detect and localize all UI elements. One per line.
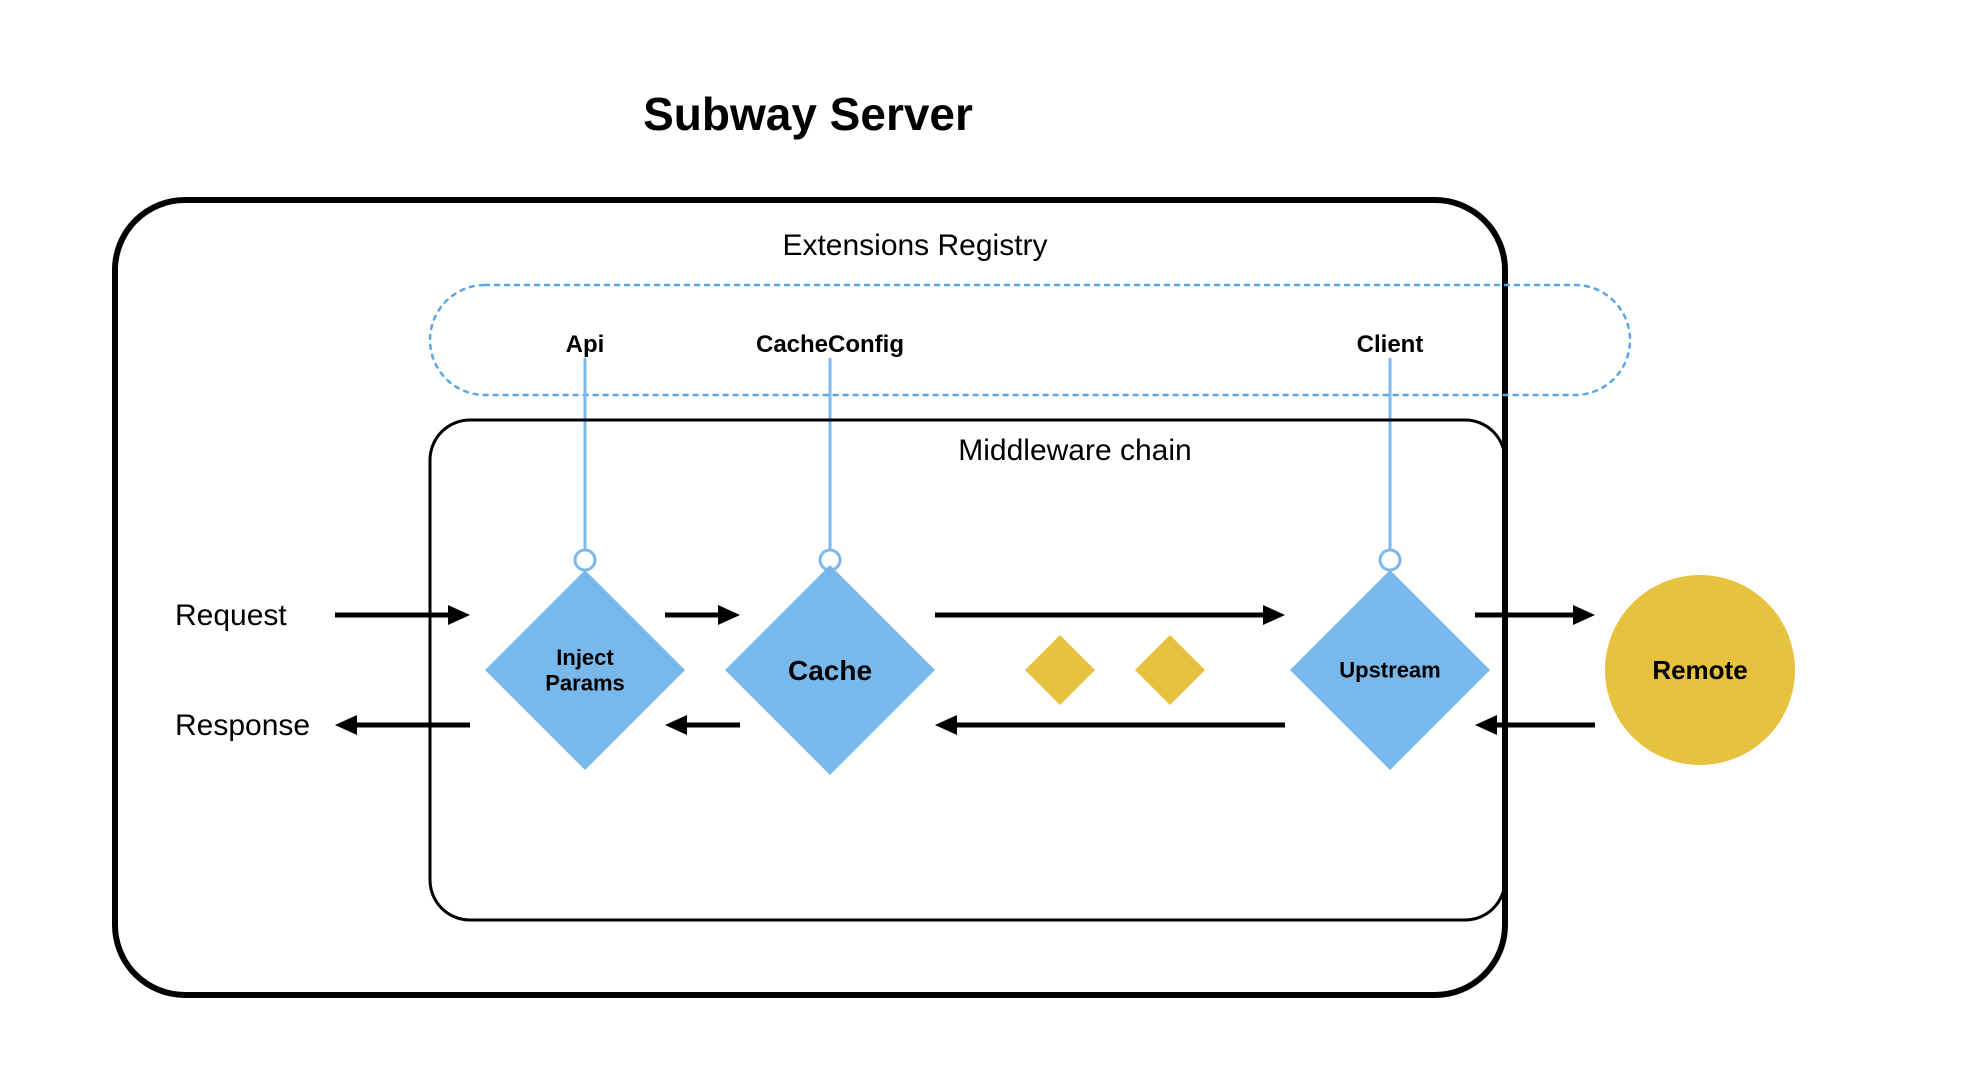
canvas-bg: [0, 0, 1967, 1065]
diagram-title: Subway Server: [643, 88, 973, 140]
remote-label: Remote: [1652, 655, 1747, 685]
extension-item: CacheConfig: [756, 331, 904, 358]
request-label: Request: [175, 599, 287, 632]
node-inject-params-label: Params: [545, 670, 625, 695]
subway-server-diagram: Subway Server Extensions Registry Api Cache…: [0, 0, 1967, 1065]
middleware-chain-label: Middleware chain: [958, 434, 1191, 467]
extension-connector-end: [1380, 550, 1400, 570]
extensions-registry-label: Extensions Registry: [782, 229, 1047, 262]
extension-item: Api: [566, 331, 605, 358]
response-label: Response: [175, 709, 310, 742]
extension-item: Client: [1357, 331, 1424, 358]
extension-connector-end: [575, 550, 595, 570]
node-cache-label: Cache: [788, 655, 872, 686]
node-inject-params-label: Inject: [556, 645, 614, 670]
node-upstream-label: Upstream: [1339, 658, 1440, 683]
